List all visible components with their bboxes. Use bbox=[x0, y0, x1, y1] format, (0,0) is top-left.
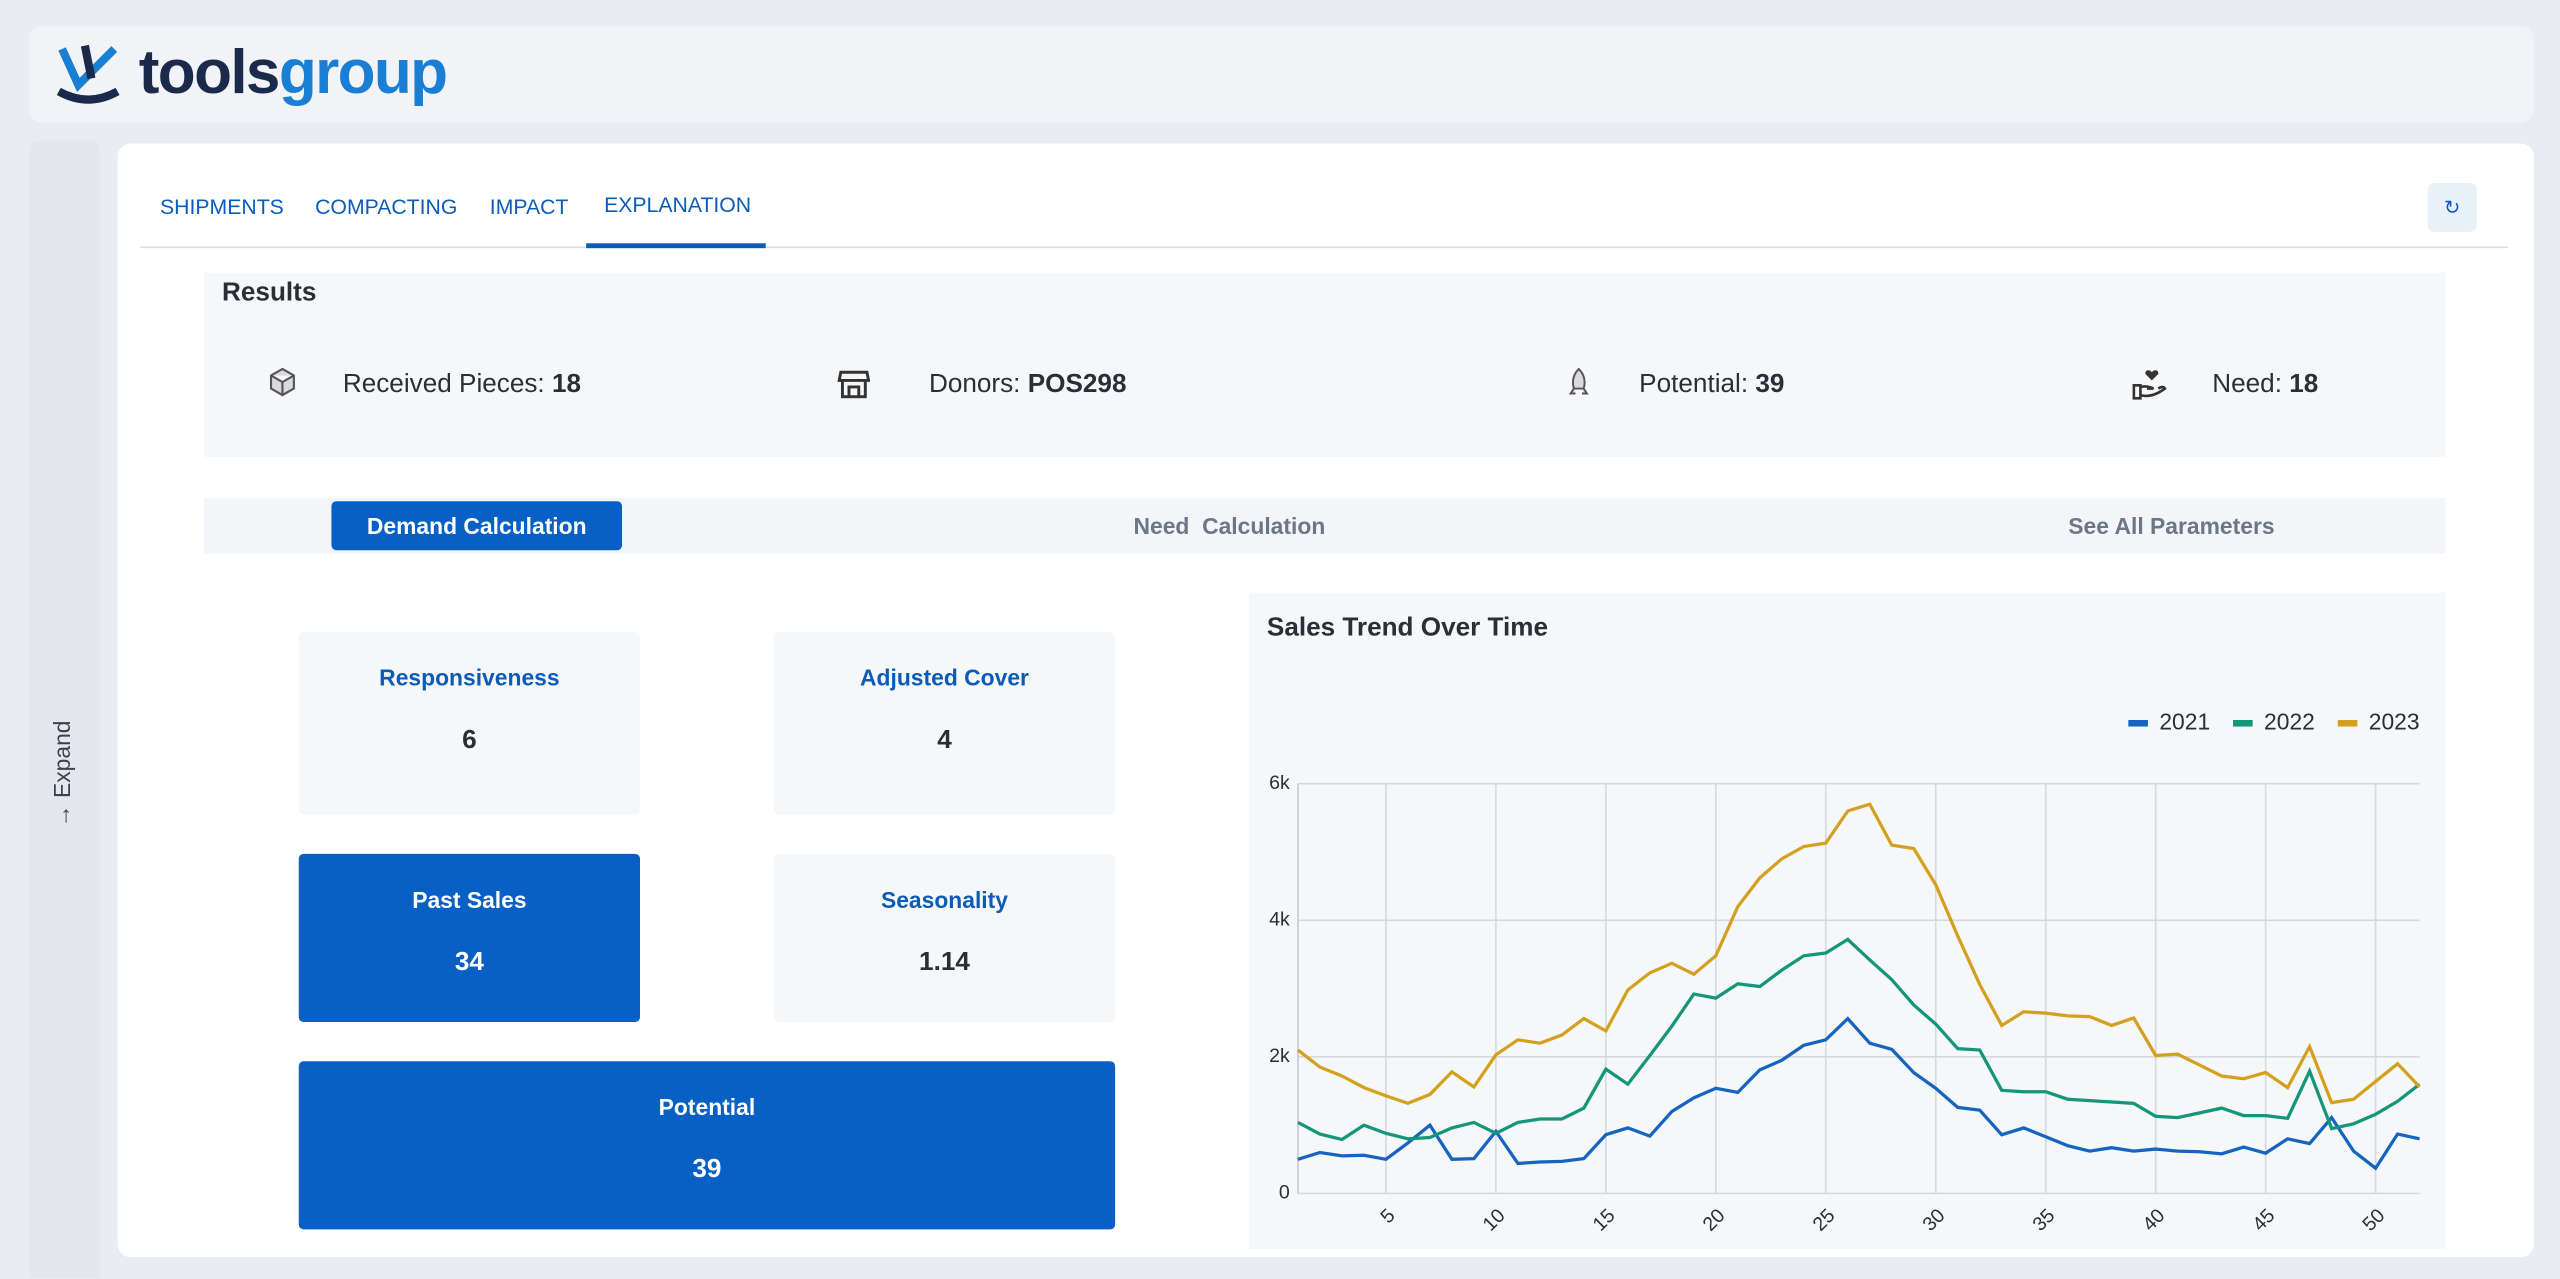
hand-heart-icon bbox=[2132, 370, 2167, 400]
legend-marker bbox=[2128, 719, 2148, 727]
metric-value: 4 bbox=[937, 726, 952, 755]
metric-value: 6 bbox=[462, 726, 477, 755]
result-label: Potential: bbox=[1639, 370, 1749, 399]
result-value: 18 bbox=[551, 370, 582, 399]
results-panel bbox=[204, 272, 2446, 458]
metric-label: Potential bbox=[658, 1093, 756, 1120]
tab[interactable]: SHIPMENTS bbox=[159, 194, 284, 219]
subtab[interactable]: Need Calculation bbox=[1133, 512, 1326, 539]
result-value: 39 bbox=[1755, 370, 1785, 399]
sidebar bbox=[29, 140, 100, 1279]
x-tick-label: 20 bbox=[1699, 1205, 1730, 1236]
tab[interactable]: COMPACTING bbox=[315, 194, 458, 219]
logo-part: tools bbox=[138, 39, 281, 108]
result-value: POS298 bbox=[1027, 370, 1127, 399]
line-series bbox=[1297, 937, 2421, 1142]
logo-icon bbox=[56, 44, 120, 104]
legend-label: 2022 bbox=[2264, 708, 2315, 734]
tab-underline bbox=[586, 243, 766, 249]
results-title: Results bbox=[222, 279, 317, 307]
tab-divider bbox=[140, 246, 2508, 249]
tab[interactable]: IMPACT bbox=[489, 194, 569, 219]
x-tick-label: 25 bbox=[1809, 1205, 1840, 1236]
result-item: Donors: POS298 bbox=[929, 371, 1126, 400]
result-value: 18 bbox=[2289, 370, 2319, 399]
expand-label: Expand bbox=[48, 720, 76, 799]
legend-label: 2023 bbox=[2369, 708, 2420, 734]
metric-value: 39 bbox=[692, 1155, 722, 1184]
y-tick-label: 0 bbox=[1279, 1182, 1290, 1204]
metric-value: 1.14 bbox=[919, 948, 970, 977]
x-tick-label: 35 bbox=[2028, 1205, 2059, 1236]
logo-text: toolsgroup bbox=[138, 39, 448, 109]
refresh-button[interactable]: ↻ bbox=[2427, 182, 2477, 232]
metric-label: Adjusted Cover bbox=[860, 664, 1029, 691]
y-tick-label: 6k bbox=[1269, 772, 1290, 794]
result-label: Need: bbox=[2212, 370, 2282, 399]
tab-active[interactable]: EXPLANATION bbox=[604, 192, 752, 218]
metric-value: 34 bbox=[454, 948, 484, 977]
legend-label: 2021 bbox=[2159, 708, 2210, 734]
subtab[interactable]: See All Parameters bbox=[2068, 512, 2275, 539]
result-label: Donors: bbox=[928, 370, 1021, 399]
chart: Sales Trend Over Time 0 2k 4k 6k 5 10 15 20 25 30… bbox=[1248, 592, 2446, 1249]
subtab-active[interactable]: Demand Calculation bbox=[331, 501, 623, 551]
box-icon bbox=[269, 367, 295, 397]
x-tick-label: 30 bbox=[1919, 1205, 1950, 1236]
x-tick-label: 45 bbox=[2248, 1205, 2279, 1236]
logo-part: group bbox=[278, 39, 448, 108]
x-tick-label: 50 bbox=[2358, 1205, 2389, 1236]
metric-card: Responsiveness 6 bbox=[298, 631, 640, 815]
rocket-icon bbox=[1568, 367, 1589, 395]
y-tick-label: 2k bbox=[1269, 1045, 1290, 1067]
result-label: Received Pieces: bbox=[342, 370, 545, 399]
metric-label: Responsiveness bbox=[379, 664, 560, 691]
line-series bbox=[1296, 802, 2421, 1106]
expand-button[interactable]: → Expand bbox=[48, 720, 76, 828]
line-series bbox=[1297, 1016, 2420, 1171]
metric-label: Past Sales bbox=[412, 886, 527, 913]
metric-label: Seasonality bbox=[880, 886, 1009, 913]
x-tick-label: 5 bbox=[1376, 1205, 1399, 1228]
x-tick-label: 40 bbox=[2138, 1205, 2169, 1236]
metric-card: Adjusted Cover 4 bbox=[773, 631, 1116, 815]
result-item: Need: 18 bbox=[2212, 371, 2318, 400]
x-tick-label: 15 bbox=[1589, 1205, 1620, 1236]
store-icon bbox=[837, 370, 871, 399]
y-tick-label: 4k bbox=[1269, 908, 1290, 930]
metric-card: Past Sales 34 bbox=[298, 853, 640, 1023]
header bbox=[29, 26, 2534, 123]
metric-card: Potential 39 bbox=[298, 1061, 1116, 1230]
legend-marker bbox=[2233, 719, 2253, 727]
chart-title: Sales Trend Over Time bbox=[1267, 611, 1548, 641]
metric-card: Seasonality 1.14 bbox=[773, 853, 1116, 1023]
result-item: Potential: 39 bbox=[1639, 371, 1784, 400]
x-tick-label: 10 bbox=[1479, 1205, 1510, 1236]
result-item: Received Pieces: 18 bbox=[343, 371, 581, 400]
legend-marker bbox=[2337, 719, 2358, 727]
